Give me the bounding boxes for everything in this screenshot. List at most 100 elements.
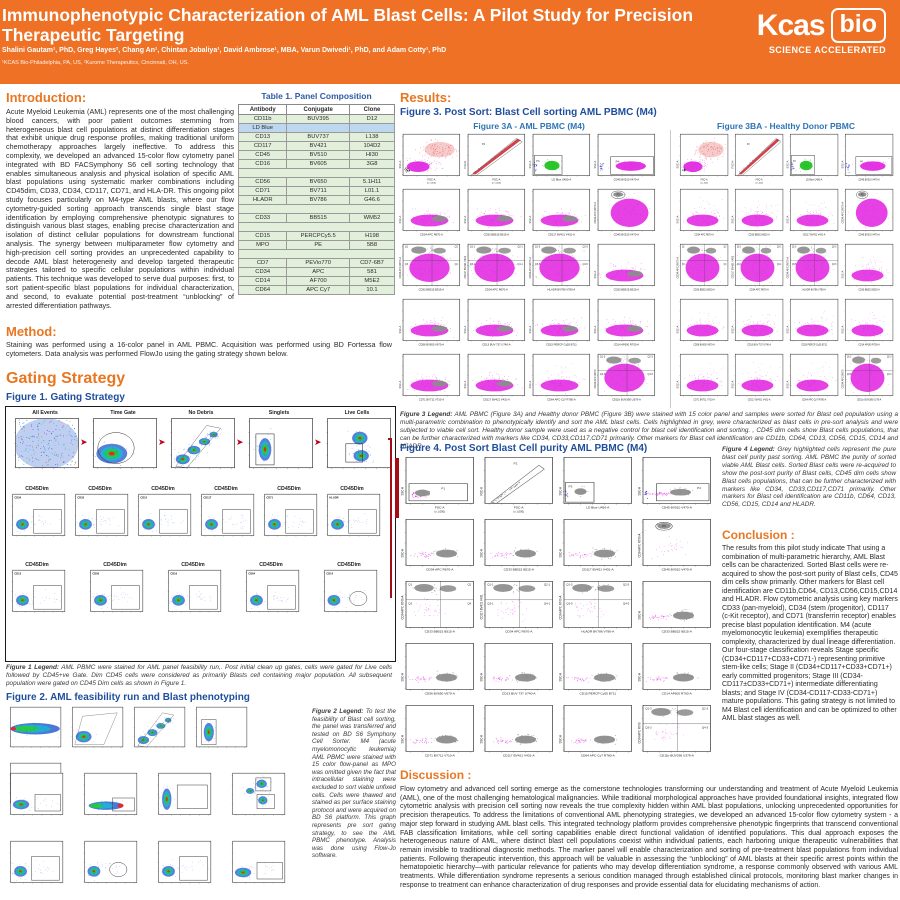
flow-plot: CD34 APC R670-A SSC-A: [398, 188, 461, 240]
fig3-divider: [670, 130, 671, 408]
svg-text:SSC-A: SSC-A: [528, 325, 532, 333]
svg-text:CD34 APC R670-A: CD34 APC R670-A: [420, 232, 443, 236]
table-cell: 5.1H11: [348, 177, 396, 187]
flow-plot: CD117 BV421 V431-A SSC-A: [528, 188, 591, 240]
svg-text:Q4-1: Q4-1: [518, 264, 524, 266]
fig2-legend-lead: Figure 2 Legend:: [312, 708, 364, 715]
flow-plot-title: CD45Dim: [25, 562, 49, 568]
table-row: [238, 249, 395, 259]
svg-text:Q1-1: Q1-1: [470, 247, 476, 249]
flow-plot-title: Singlets: [268, 410, 290, 416]
table-cell: M5E2: [348, 276, 396, 286]
flow-plot: CD45Dim CD16: [164, 562, 222, 621]
svg-text:(x 1,000): (x 1,000): [755, 182, 763, 184]
flow-plot: CD71 BV711 V710-A SSC-A: [676, 353, 729, 405]
fig3b-title: Figure 3BA - Healthy Donor PBMC: [716, 121, 856, 131]
kcas-logo: Kcas bio SCIENCE ACCELERATED: [757, 8, 886, 55]
table-cell: CD11b: [237, 114, 288, 124]
flow-plot: CD33 BB515 B515-A SSC-A: [479, 518, 554, 576]
table-row: CD33 BB515 WM52: [237, 213, 396, 223]
svg-text:Q2: Q2: [455, 247, 459, 249]
svg-text:CD117 BV421 V431-A: CD117 BV421 V431-A: [548, 232, 575, 236]
flow-plot: Q1-1 Q2-1 Q3-1 Q4-1 CD34 APC R670-A CD117 BV4…: [479, 580, 554, 638]
fig1-legend: Figure 1 Legend: AML PBMC were stained f…: [6, 664, 392, 688]
table-row: CD11b BUV395 D12: [237, 114, 396, 124]
method-heading: Method:: [6, 324, 57, 339]
flow-plot: [6, 706, 62, 756]
flow-plot: [80, 840, 138, 892]
flow-plot: Q1-3 Q2-3 Q3-3 Q4-3 CD11b BUV395 U379-A CD34 …: [637, 704, 712, 762]
svg-text:P5: P5: [617, 193, 621, 197]
fig2-row3-grid: [6, 840, 306, 892]
flow-plot: CD117 BV421 V431-A SSC-A: [463, 353, 526, 405]
flow-plot: CD33 BB515 B515-A SSC-A: [593, 243, 656, 295]
table-cell: [286, 123, 350, 133]
svg-text:SSC-A: SSC-A: [528, 380, 532, 388]
svg-text:SSC-A: SSC-A: [786, 160, 789, 168]
table-row: CD45 BV510 HI30: [237, 150, 396, 160]
fig3-legend-text: AML PBMC (Figure 3A) and Healthy donor P…: [400, 411, 899, 450]
table-row: CD71 BV711 L01.1: [237, 186, 396, 196]
flow-plot: [154, 772, 212, 824]
svg-text:FSC-H: FSC-H: [463, 161, 467, 169]
svg-text:CD33 BB515 B515-A: CD33 BB515 B515-A: [419, 287, 445, 291]
table-cell: CD56: [237, 177, 288, 187]
flow-plot: [192, 706, 248, 756]
flow-plot-title: CD45Dim: [214, 486, 238, 492]
svg-text:SSC-A: SSC-A: [398, 325, 402, 333]
svg-text:P2: P2: [747, 144, 750, 146]
svg-text:CD56 BV650 V670-A: CD56 BV650 V670-A: [419, 342, 445, 346]
flow-plot: CD15 PERCP Cy55 B711 SSC-A: [786, 298, 839, 350]
svg-text:CD33 BB515 B515-A: CD33 BB515 B515-A: [614, 287, 640, 291]
flow-plot: CD64 APC-Cy7 R780-A SSC-A: [786, 353, 839, 405]
table-row: MPO PE 5B8: [237, 240, 396, 250]
table-cell: CD34: [237, 267, 288, 277]
fig1-row2-grid: CD45Dim CD34 CD45Dim CD33 CD45Dim CD15 CD45Dim…: [8, 486, 388, 545]
flow-plot: P3 LD Blue U450-A SSC-A: [528, 133, 591, 185]
fig2-row2-grid: [6, 772, 306, 824]
svg-text:CD34 APC R670-A: CD34 APC R670-A: [528, 257, 532, 279]
svg-text:CD45 BV510 V470-A: CD45 BV510 V470-A: [614, 177, 640, 181]
flow-plot: CD56 BV650 V670-A SSC-A: [400, 642, 475, 700]
flow-plot: CD45Dim CD33: [71, 486, 129, 545]
flow-plot: CD56 BV650 V670-A SSC-A: [398, 298, 461, 350]
fig3-title: Figure 3. Post Sort: Blast Cell sorting …: [400, 107, 657, 118]
flow-plot: [228, 772, 286, 824]
logo-tagline: SCIENCE ACCELERATED: [768, 45, 886, 55]
table-cell: CD71: [237, 186, 288, 196]
table-cell: 5B8: [348, 240, 396, 250]
table-row: CD16 BV605 3G8: [237, 159, 396, 169]
svg-text:LD Blue U450-A: LD Blue U450-A: [806, 178, 823, 181]
table-cell: PEVio770: [286, 258, 350, 268]
flow-plot: CD117 BV421 V431-A SSC-A: [479, 704, 554, 762]
table-cell: D12: [348, 114, 396, 124]
svg-text:CD34 APC R670-A: CD34 APC R670-A: [485, 287, 508, 291]
discussion-heading: Discussion :: [400, 768, 472, 782]
svg-text:SSC-A: SSC-A: [676, 160, 679, 168]
table-cell: CD7: [237, 258, 288, 268]
table-cell: BB515: [286, 213, 350, 223]
svg-text:SSC-A: SSC-A: [593, 325, 597, 333]
flow-arrow-icon: ➤: [80, 437, 88, 447]
table-row: CD34 APC 581: [237, 267, 396, 277]
svg-text:CD117 BV421 V431: CD117 BV421 V431: [463, 255, 467, 278]
flow-plot: CD117 BV421 V431-A SSC-A: [558, 518, 633, 576]
flow-plot-title: Live Cells: [344, 410, 370, 416]
flow-plot: P4 CD45 BV510 V470-A SSC-A: [841, 133, 894, 185]
table-header-cell: Antibody: [237, 104, 288, 115]
poster-affiliations: ¹KCAS Bio-Philadelphia, PA, US, ²Kurome …: [2, 60, 189, 66]
flow-plot: Singlets: [244, 410, 314, 479]
flow-arrow-icon: ➤: [314, 437, 322, 447]
table-row: CD15 PERCPCy5.5 H198: [237, 231, 396, 241]
table-cell: BV786: [286, 195, 350, 205]
table-cell: L01.1: [348, 186, 396, 196]
table-cell: H198: [348, 231, 396, 241]
svg-text:CD33: CD33: [77, 495, 84, 499]
flow-plot: [228, 840, 286, 892]
table-cell: BUV395: [286, 114, 350, 124]
fig1-legend-text: AML PBMC were stained for AML panel feas…: [6, 664, 392, 687]
flow-plot: P2 FSC-A (x 1,000) FSC-H: [731, 133, 784, 185]
table-cell: AF700: [286, 276, 350, 286]
svg-text:SSC-A: SSC-A: [593, 160, 597, 168]
table-row: CD7 PEVio770 CD7-6B7: [237, 258, 396, 268]
